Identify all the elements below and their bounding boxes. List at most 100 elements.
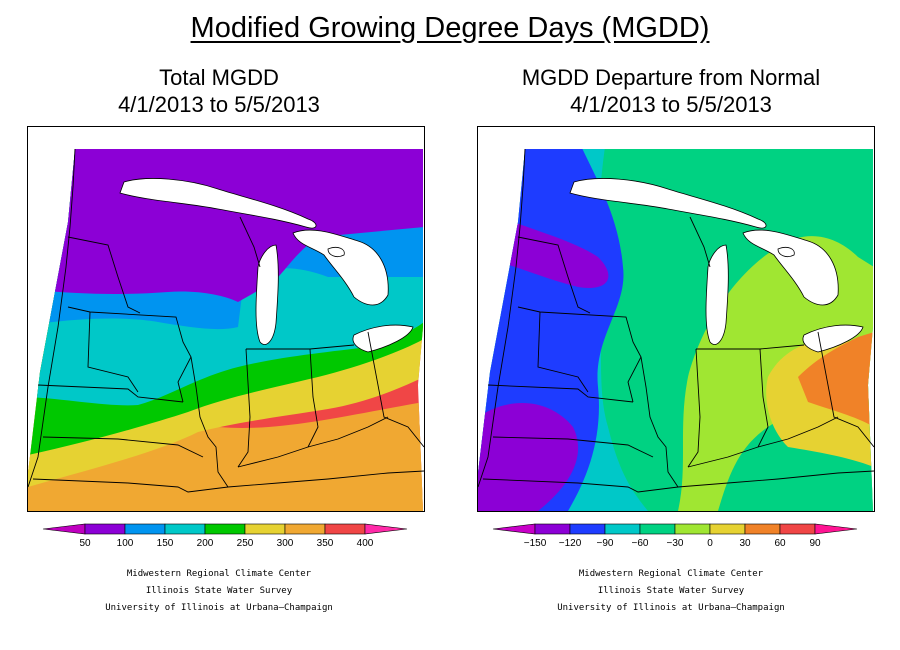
band-minus120-minus90-south [478, 403, 579, 511]
domain-left-edge [478, 148, 526, 488]
lake-erie [352, 324, 414, 353]
departure-contours [478, 149, 873, 511]
legend-tick-label: 250 [237, 538, 254, 549]
state-borders-right [478, 148, 874, 493]
mn-border [67, 236, 141, 314]
ohio-river [237, 416, 389, 468]
legend-1-high-arrow [814, 523, 858, 535]
legend-1-swatch [674, 523, 711, 535]
great-lakes-right [569, 178, 864, 353]
mn-border [517, 236, 591, 314]
legend-0-swatch [244, 523, 286, 535]
lake-michigan [255, 244, 279, 345]
manitoulin-island [327, 247, 345, 257]
legend-0-high-arrow [364, 523, 408, 535]
departure-map [477, 126, 875, 512]
legend-0-swatch [204, 523, 246, 535]
ks-ok-border [42, 436, 204, 458]
legend-tick-label: −150 [524, 538, 547, 549]
ks-ok-border [492, 436, 654, 458]
il-in-border [687, 348, 701, 468]
legend-tick-label: 200 [197, 538, 214, 549]
total-mgdd-date-range: 4/1/2013 to 5/5/2013 [118, 92, 320, 117]
state-borders [28, 148, 424, 493]
mo-north-border [37, 384, 184, 403]
ia-wi-border [517, 306, 642, 403]
il-in-border [237, 348, 251, 468]
legend-tick-label: −30 [667, 538, 684, 549]
legend-tick-label: 50 [79, 538, 91, 549]
departure-date-range: 4/1/2013 to 5/5/2013 [570, 92, 772, 117]
legend-tick-label: −90 [597, 538, 614, 549]
il-west-border [190, 356, 229, 488]
total-mgdd-legend: 50 100 150 200 250 300 350 400 [42, 522, 408, 558]
legend-0-swatch [164, 523, 206, 535]
ia-border-west [537, 311, 589, 393]
legend-0-swatch [324, 523, 366, 535]
legend-tick-label: −60 [632, 538, 649, 549]
mi-wi-border [689, 216, 711, 268]
departure-colorbar [492, 523, 858, 535]
band-50-100 [28, 149, 423, 302]
lake-superior [569, 178, 767, 229]
legend-1-swatch [639, 523, 676, 535]
legend-tick-label: 350 [317, 538, 334, 549]
mi-wi-border [239, 216, 261, 268]
credit-mrcc: Midwestern Regional Climate Center [126, 569, 312, 579]
total-mgdd-title: Total MGDD 4/1/2013 to 5/5/2013 [9, 64, 429, 118]
legend-tick-label: 60 [774, 538, 786, 549]
legend-1-swatch [779, 523, 816, 535]
credit-mrcc: Midwestern Regional Climate Center [578, 569, 764, 579]
figure-title: Modified Growing Degree Days (MGDD) [190, 12, 710, 44]
lake-michigan [705, 244, 729, 345]
legend-tick-label: 30 [739, 538, 751, 549]
ia-wi-border [67, 306, 192, 403]
credit-isws: Illinois State Water Survey [597, 586, 745, 596]
total-mgdd-title-line1: Total MGDD [159, 65, 279, 90]
credit-uiuc: University of Illinois at Urbana–Champai… [105, 603, 333, 613]
total-mgdd-contours [28, 149, 423, 511]
legend-1-swatch [604, 523, 641, 535]
domain-left-edge [28, 148, 76, 488]
tn-ky-border [677, 470, 874, 488]
departure-tick-labels: −150 −120 −90 −60 −30 0 30 60 90 [524, 538, 821, 549]
legend-1-swatch [709, 523, 746, 535]
legend-1-swatch [744, 523, 781, 535]
right-credits: Midwestern Regional Climate Center Illin… [461, 566, 881, 617]
legend-tick-label: −120 [559, 538, 582, 549]
ohio-river [687, 416, 839, 468]
mi-south-border [696, 344, 805, 350]
legend-0-swatch [124, 523, 166, 535]
pa-wv-border [817, 331, 874, 448]
left-credits: Midwestern Regional Climate Center Illin… [9, 566, 429, 617]
legend-tick-label: 150 [157, 538, 174, 549]
lake-huron [742, 229, 839, 306]
lake-huron [292, 229, 389, 306]
in-oh-border [757, 348, 769, 448]
legend-0-swatch [84, 523, 126, 535]
legend-tick-label: 100 [117, 538, 134, 549]
great-lakes [119, 178, 414, 353]
mo-ar-border [32, 478, 229, 493]
total-mgdd-colorbar [42, 523, 408, 535]
total-mgdd-map [27, 126, 425, 512]
lake-superior [119, 178, 317, 229]
legend-1-swatch [534, 523, 571, 535]
in-oh-border [307, 348, 319, 448]
manitoulin-island [777, 247, 795, 257]
legend-tick-label: 90 [809, 538, 821, 549]
mo-ar-border [482, 478, 679, 493]
departure-title-line1: MGDD Departure from Normal [521, 65, 821, 90]
il-west-border [640, 356, 679, 488]
credit-isws: Illinois State Water Survey [145, 586, 293, 596]
legend-tick-label: 0 [707, 538, 713, 549]
ia-border-west [87, 311, 139, 393]
pa-wv-border [367, 331, 424, 448]
tn-ky-border [227, 470, 424, 488]
mo-north-border [487, 384, 634, 403]
legend-0-low-arrow [42, 523, 86, 535]
total-mgdd-tick-labels: 50 100 150 200 250 300 350 400 [79, 538, 373, 549]
band-60-90 [798, 332, 873, 427]
legend-1-swatch [569, 523, 606, 535]
legend-0-swatch [284, 523, 326, 535]
